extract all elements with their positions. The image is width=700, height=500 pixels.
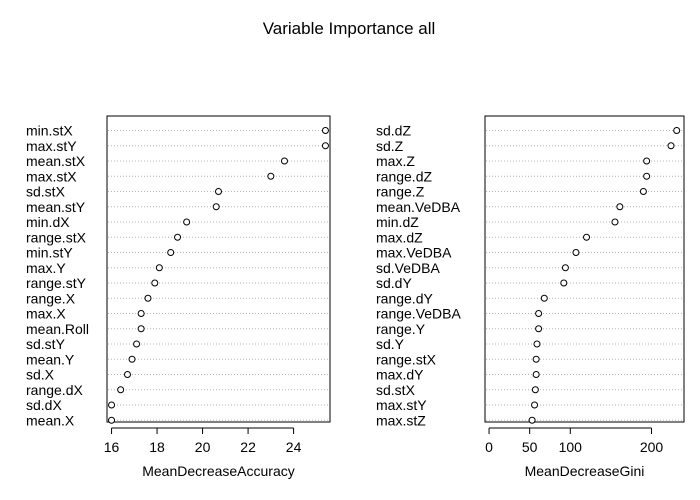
importance-point <box>167 249 175 256</box>
variable-label: sd.X <box>26 367 55 383</box>
importance-point <box>117 386 125 394</box>
x-tick-label: 22 <box>240 439 256 455</box>
variable-label: range.stX <box>26 229 87 245</box>
x-tick-label: 24 <box>286 439 302 455</box>
variable-label: range.dX <box>26 382 83 398</box>
importance-point <box>108 401 116 409</box>
importance-point <box>560 279 568 287</box>
importance-point <box>321 142 329 150</box>
panel-mean-decrease-gini: sd.dZsd.Zmax.Zrange.dZrange.Zmean.VeDBAm… <box>376 115 685 479</box>
variable-label: range.stY <box>26 275 87 291</box>
importance-point <box>572 249 580 256</box>
x-tick-label: 50 <box>522 439 538 455</box>
variable-label: range.dZ <box>376 168 432 184</box>
importance-point <box>540 294 548 302</box>
variable-label: mean.VeDBA <box>376 199 461 215</box>
variable-label: max.VeDBA <box>376 245 452 261</box>
importance-point <box>108 416 116 424</box>
variable-label: range.X <box>26 290 76 306</box>
variable-label: max.X <box>26 306 66 322</box>
variable-label: mean.Y <box>26 351 75 367</box>
x-tick-label: 100 <box>559 439 583 455</box>
variable-label: range.stX <box>376 351 437 367</box>
x-tick-label: 0 <box>485 439 493 455</box>
figure-title: Variable Importance all <box>263 19 436 38</box>
importance-point <box>137 310 145 317</box>
importance-point <box>643 172 651 180</box>
importance-point <box>583 233 591 241</box>
variable-label: range.Z <box>376 184 425 200</box>
variable-label: sd.dX <box>26 397 62 413</box>
importance-point <box>137 325 145 333</box>
variable-label: max.stY <box>376 397 427 413</box>
variable-label: sd.Y <box>376 336 405 352</box>
variable-label: mean.X <box>26 412 75 428</box>
variable-label: sd.stX <box>376 382 416 398</box>
importance-point <box>561 264 569 272</box>
importance-point <box>673 127 681 134</box>
variable-label: max.Z <box>376 153 415 169</box>
variable-label: min.stY <box>26 245 73 261</box>
importance-point <box>611 218 619 226</box>
variable-label: mean.stY <box>26 199 86 215</box>
importance-point <box>528 416 536 424</box>
variable-label: sd.Z <box>376 138 404 154</box>
importance-point <box>128 355 136 363</box>
variable-label: min.dX <box>26 214 70 230</box>
importance-point <box>643 157 651 165</box>
importance-point <box>212 203 220 211</box>
variable-label: mean.stX <box>26 153 86 169</box>
importance-point <box>531 401 539 409</box>
x-axis-label: MeanDecreaseGini <box>525 463 645 479</box>
variable-label: sd.stX <box>26 184 66 200</box>
importance-point <box>535 310 543 317</box>
importance-point <box>133 340 141 348</box>
x-tick-label: 18 <box>149 439 165 455</box>
plot-box <box>484 115 685 423</box>
variable-label: sd.dY <box>376 275 412 291</box>
variable-label: sd.dZ <box>376 123 411 139</box>
variable-label: range.VeDBA <box>376 306 461 322</box>
variable-label: sd.stY <box>26 336 66 352</box>
importance-point <box>123 371 131 378</box>
variable-label: range.dY <box>376 290 433 306</box>
importance-point <box>215 188 222 195</box>
variable-label: range.Y <box>376 321 426 337</box>
importance-point <box>267 172 275 180</box>
importance-point <box>174 233 182 241</box>
variable-label: max.dZ <box>376 229 423 245</box>
panel-mean-decrease-accuracy: min.stXmax.stYmean.stXmax.stXsd.stXmean.… <box>26 115 331 479</box>
x-tick-label: 16 <box>104 439 120 455</box>
variable-label: min.dZ <box>376 214 419 230</box>
variable-label: max.Y <box>26 260 66 276</box>
x-axis-label: MeanDecreaseAccuracy <box>142 463 295 479</box>
importance-point <box>531 386 539 394</box>
importance-point <box>151 279 159 287</box>
importance-point <box>535 325 543 333</box>
importance-point <box>280 157 288 165</box>
importance-point <box>532 355 540 363</box>
importance-point <box>667 142 675 150</box>
variable-label: max.stZ <box>376 412 426 428</box>
importance-point <box>144 294 152 302</box>
importance-point <box>321 127 329 134</box>
variable-label: max.dY <box>376 367 424 383</box>
importance-point <box>183 218 191 226</box>
x-tick-label: 200 <box>640 439 664 455</box>
importance-point <box>533 340 541 348</box>
importance-point <box>532 371 540 378</box>
variable-label: max.stY <box>26 138 77 154</box>
x-tick-label: 20 <box>195 439 211 455</box>
variable-label: min.stX <box>26 123 73 139</box>
variable-label: mean.Roll <box>26 321 89 337</box>
plot-box <box>106 115 331 423</box>
variable-label: max.stX <box>26 168 77 184</box>
importance-point <box>616 203 624 211</box>
importance-point <box>639 188 647 195</box>
importance-point <box>155 264 163 272</box>
variable-label: sd.VeDBA <box>376 260 440 276</box>
